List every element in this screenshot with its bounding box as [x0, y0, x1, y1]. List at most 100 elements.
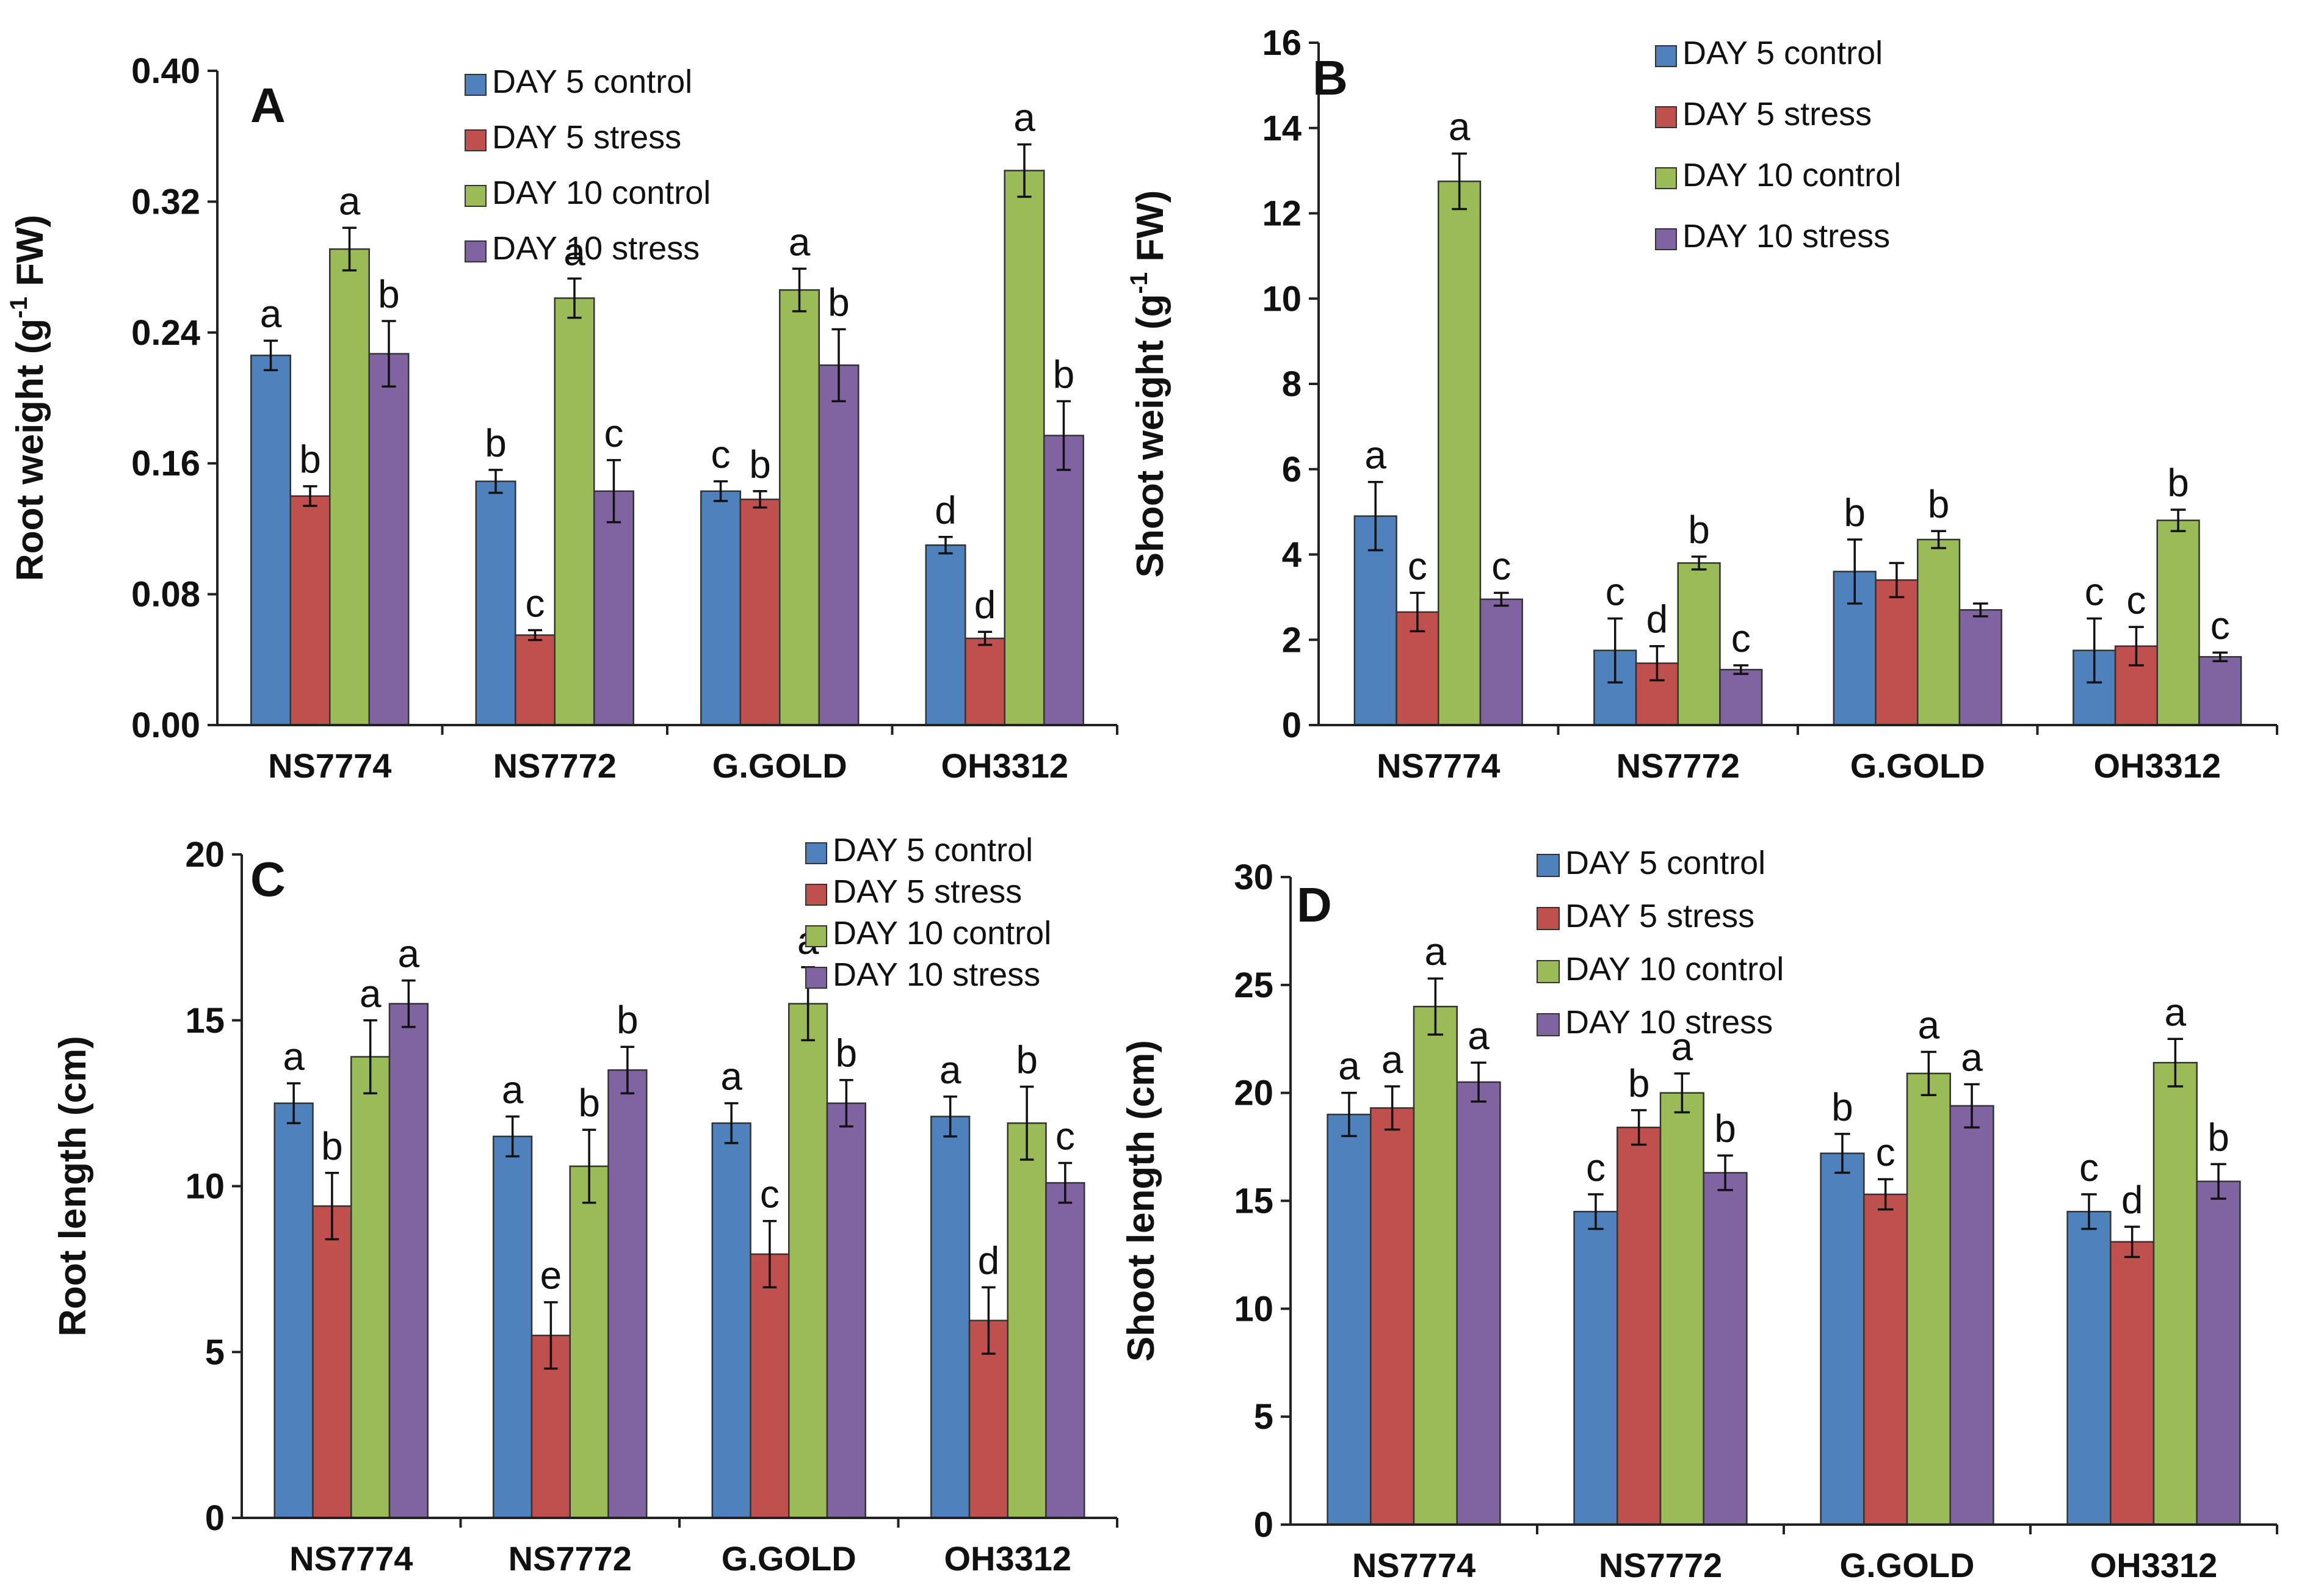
significance-letter: a: [563, 229, 585, 273]
bar-day-5-control-ns7772: [493, 1135, 533, 1519]
legend-swatch: [1655, 167, 1677, 189]
bar-day-10-stress-ns7772: [607, 1069, 648, 1519]
bar-day-5-control-oh3312: [925, 544, 966, 726]
bar-day-10-control-ns7774: [329, 248, 370, 726]
error-bar: [286, 1082, 301, 1124]
significance-letter: b: [578, 1081, 600, 1125]
legend-swatch: [1537, 1013, 1560, 1036]
significance-letter: c: [2210, 604, 2230, 648]
y-tick-label: 0.00: [131, 706, 200, 745]
significance-letter: a: [1364, 433, 1386, 477]
y-tick-label: 0.24: [131, 313, 200, 353]
error-bar: [582, 1128, 596, 1204]
legend-swatch: [1655, 228, 1677, 250]
y-tick-label: 5: [1254, 1397, 1273, 1437]
error-bar: [488, 469, 503, 494]
y-tick-label: 6: [1282, 450, 1302, 489]
significance-letter: a: [360, 972, 382, 1016]
bar-day-10-stress-ns7772: [1703, 1172, 1748, 1526]
significance-letter: d: [978, 1238, 1000, 1282]
y-tick-label: 2: [1282, 620, 1302, 660]
legend-swatch: [465, 185, 487, 207]
significance-letter: b: [617, 998, 639, 1042]
significance-letter: c: [1055, 1114, 1075, 1158]
y-tick-label: 0.32: [131, 182, 200, 222]
x-tick-label: OH3312: [2090, 1546, 2218, 1584]
significance-letter: c: [1408, 544, 1427, 588]
significance-letter: a: [1468, 1014, 1490, 1058]
error-bar: [402, 979, 416, 1028]
significance-letter: a: [2165, 990, 2187, 1034]
significance-letter: b: [321, 1124, 343, 1168]
y-tick-label: 0.40: [131, 51, 200, 91]
error-bar: [1427, 977, 1444, 1036]
y-tick-label: 16: [1262, 23, 1302, 63]
bar-day-5-control-ns7772: [1593, 649, 1637, 726]
error-bar: [1691, 555, 1707, 571]
error-bar: [1889, 561, 1905, 599]
error-bar: [620, 1045, 635, 1095]
significance-letter: c: [2079, 1146, 2099, 1190]
y-tick-label: 30: [1234, 858, 1273, 897]
significance-letter: c: [2085, 569, 2104, 613]
error-bar: [2170, 508, 2186, 532]
error-bar: [1607, 617, 1623, 684]
bar-day-5-stress-oh3312: [2110, 1241, 2155, 1526]
error-bar: [1631, 1109, 1647, 1146]
legend-label: DAY 5 stress: [492, 119, 681, 156]
x-tick-label: NS7774: [1352, 1546, 1475, 1584]
bar-day-10-stress-g-gold: [826, 1102, 866, 1519]
error-bar: [567, 277, 582, 319]
y-tick-label: 5: [205, 1332, 225, 1372]
significance-letter: b: [1016, 1038, 1038, 1081]
y-tick-label: 20: [185, 835, 225, 875]
significance-letter: a: [339, 179, 361, 223]
x-tick-label: NS7774: [268, 746, 391, 785]
significance-letter: b: [836, 1031, 858, 1075]
error-bar: [1341, 1091, 1357, 1138]
x-tick-label: NS7774: [1377, 746, 1500, 785]
bar-day-5-control-oh3312: [2066, 1210, 2112, 1526]
significance-letter: b: [2167, 461, 2189, 505]
x-tick-label: G.GOLD: [1840, 1546, 1975, 1584]
significance-letter: c: [604, 411, 623, 455]
error-bar: [325, 1172, 339, 1241]
bar-day-10-stress-ns7772: [1719, 668, 1763, 726]
bar-day-10-control-g-gold: [788, 1003, 828, 1519]
error-bar: [839, 1078, 853, 1128]
y-axis-label: Shoot weight (g-1 FW): [1126, 190, 1171, 578]
legend: DAY 5 control DAY 5 stress DAY 10 control D…: [465, 63, 711, 267]
error-bar: [1931, 530, 1946, 549]
significance-letter: b: [1628, 1061, 1650, 1105]
y-tick-label: 25: [1234, 966, 1273, 1005]
error-bar: [1964, 1083, 1980, 1128]
bar-day-10-stress-oh3312: [1045, 1182, 1085, 1519]
bar-day-5-stress-ns7774: [1370, 1107, 1415, 1526]
bar-day-5-stress-ns7772: [515, 634, 556, 726]
error-bar: [1471, 1061, 1486, 1103]
x-tick-label: G.GOLD: [712, 746, 847, 785]
y-tick-label: 0: [205, 1498, 225, 1538]
bar-day-10-control-g-gold: [1906, 1072, 1951, 1526]
significance-letter: b: [2207, 1115, 2229, 1159]
legend-label: DAY 5 control: [492, 63, 692, 100]
significance-letter: b: [299, 438, 321, 482]
legend-label: DAY 10 stress: [1565, 1004, 1773, 1041]
bar-day-5-stress-g-gold: [1863, 1193, 1908, 1526]
significance-letter: b: [378, 272, 400, 316]
error-bar: [263, 339, 278, 372]
y-tick-label: 12: [1262, 194, 1302, 234]
error-bar: [977, 630, 993, 646]
bar-day-10-control-ns7772: [1677, 562, 1721, 726]
x-tick-label: NS7772: [493, 746, 617, 785]
legend-swatch: [1537, 960, 1560, 983]
bar-day-10-control-g-gold: [1917, 538, 1961, 726]
significance-letter: a: [1338, 1044, 1360, 1088]
significance-letter: b: [1714, 1107, 1736, 1150]
significance-letter: d: [1646, 598, 1668, 641]
y-tick-label: 0.08: [131, 575, 200, 615]
error-bar: [792, 267, 807, 312]
legend-swatch: [465, 240, 487, 262]
error-bar: [544, 1301, 558, 1370]
